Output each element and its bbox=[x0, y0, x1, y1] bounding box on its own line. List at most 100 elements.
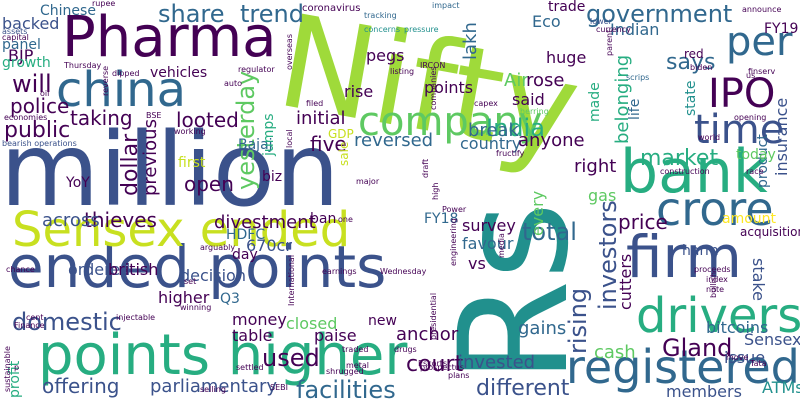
cloud-word: FY18 bbox=[424, 211, 459, 227]
cloud-word: issue bbox=[724, 348, 766, 367]
cloud-word: currency bbox=[596, 25, 631, 34]
cloud-word: ATMs bbox=[762, 378, 800, 397]
cloud-word: dollar bbox=[118, 133, 143, 196]
cloud-word: prospectus bbox=[420, 363, 465, 372]
cloud-word: biden bbox=[690, 63, 713, 72]
cloud-word: million bbox=[0, 111, 340, 230]
cloud-word: share bbox=[158, 0, 225, 28]
cloud-word: pressure bbox=[404, 25, 439, 34]
cloud-word: major bbox=[356, 177, 380, 186]
cloud-word: company bbox=[358, 99, 543, 145]
cloud-word: capital bbox=[2, 33, 29, 42]
cloud-word: move bbox=[726, 353, 749, 362]
cloud-word: economies bbox=[4, 113, 48, 122]
cloud-word: opening bbox=[734, 113, 767, 122]
cloud-word: gas bbox=[588, 186, 617, 205]
cloud-word: 670cr bbox=[246, 236, 292, 255]
cloud-word: yesterday bbox=[232, 70, 260, 190]
cloud-word: backed bbox=[2, 14, 60, 33]
cloud-word: set bbox=[184, 277, 197, 286]
cloud-word: HDFC bbox=[226, 227, 266, 243]
cloud-word: listing bbox=[390, 67, 415, 76]
cloud-word: table bbox=[232, 326, 273, 345]
cloud-word: Tata bbox=[750, 359, 767, 368]
cloud-word: working bbox=[174, 127, 206, 136]
cloud-word: cent bbox=[26, 313, 44, 322]
cloud-word: per bbox=[726, 19, 793, 65]
cloud-word: rose bbox=[526, 70, 565, 91]
cloud-word: traded bbox=[342, 345, 369, 354]
cloud-word: favour bbox=[462, 234, 514, 253]
cloud-word: winning bbox=[180, 303, 212, 312]
cloud-word: harm bbox=[682, 243, 719, 259]
cloud-word: points higher bbox=[38, 323, 408, 388]
cloud-word: will bbox=[12, 70, 52, 98]
cloud-word: FY19 bbox=[764, 21, 799, 37]
cloud-word: five bbox=[310, 132, 347, 156]
cloud-word: open bbox=[184, 172, 234, 196]
cloud-word: index bbox=[706, 275, 728, 284]
cloud-word: metal bbox=[346, 361, 369, 370]
cloud-word: media bbox=[497, 233, 506, 258]
cloud-word: anyone bbox=[518, 130, 585, 151]
cloud-word: settled bbox=[236, 363, 264, 372]
cloud-word: cash bbox=[594, 342, 636, 363]
cloud-word: bearish operations bbox=[2, 139, 77, 148]
cloud-word: every bbox=[528, 190, 547, 236]
cloud-word: points bbox=[424, 78, 474, 97]
cloud-word: british bbox=[108, 260, 159, 279]
cloud-word: sustainable bbox=[3, 346, 12, 392]
cloud-word: paise bbox=[314, 326, 357, 345]
cloud-word: Gland bbox=[662, 334, 733, 362]
cloud-word: right bbox=[574, 156, 617, 177]
cloud-word: trend bbox=[240, 0, 304, 28]
cloud-word: assets bbox=[2, 27, 28, 36]
cloud-word: regulator bbox=[238, 65, 275, 74]
cloud-word: offering bbox=[42, 374, 120, 398]
cloud-word: closed bbox=[286, 314, 338, 333]
cloud-word: Sensex ended bbox=[12, 202, 351, 258]
cloud-word: trade bbox=[548, 0, 586, 15]
cloud-word: shrugged bbox=[326, 367, 364, 376]
cloud-word: oil bbox=[40, 89, 50, 98]
cloud-word: government bbox=[586, 0, 733, 28]
cloud-word: companies bbox=[429, 66, 438, 110]
cloud-word: Chinese bbox=[40, 3, 96, 19]
cloud-word: higher bbox=[158, 288, 210, 307]
cloud-word: Sensex bbox=[744, 330, 800, 349]
cloud-word: time bbox=[694, 107, 785, 153]
cloud-word: lower bbox=[590, 17, 612, 26]
cloud-word: public bbox=[4, 118, 71, 143]
cloud-word: Pharma bbox=[62, 5, 277, 70]
cloud-word: auto bbox=[224, 79, 243, 88]
cloud-word: p bbox=[14, 363, 20, 372]
cloud-word: impact bbox=[432, 1, 460, 10]
cloud-word: BSE bbox=[146, 111, 162, 120]
cloud-word: looted bbox=[176, 108, 239, 132]
cloud-word: us bbox=[746, 71, 756, 80]
cloud-word: reverse bbox=[101, 65, 110, 96]
cloud-word: arguably bbox=[200, 243, 236, 252]
cloud-word: huge bbox=[546, 48, 587, 67]
cloud-word: biz bbox=[262, 169, 283, 185]
cloud-word: facilities bbox=[296, 376, 396, 400]
cloud-word: finserv bbox=[748, 67, 776, 76]
cloud-word: ordered bbox=[68, 260, 131, 279]
cloud-word: total bbox=[522, 218, 577, 246]
cloud-word: rupee bbox=[92, 0, 116, 8]
cloud-word: GDP bbox=[328, 127, 354, 141]
cloud-word: IRCON bbox=[420, 61, 446, 70]
cloud-word: local bbox=[285, 129, 294, 148]
cloud-word: coronavirus bbox=[302, 3, 361, 14]
cloud-word: state bbox=[683, 80, 699, 116]
cloud-word: used bbox=[262, 344, 320, 372]
cloud-word: selling bbox=[200, 385, 226, 394]
cloud-word: Thursday bbox=[64, 61, 102, 70]
cloud-word: china bbox=[56, 62, 186, 118]
cloud-word: reversed bbox=[354, 130, 434, 151]
cloud-word: tracking bbox=[364, 11, 397, 20]
cloud-word: one bbox=[338, 215, 353, 224]
cloud-word: Escorts bbox=[418, 359, 448, 368]
cloud-word: note bbox=[706, 285, 725, 294]
cloud-word: stake bbox=[749, 258, 768, 301]
